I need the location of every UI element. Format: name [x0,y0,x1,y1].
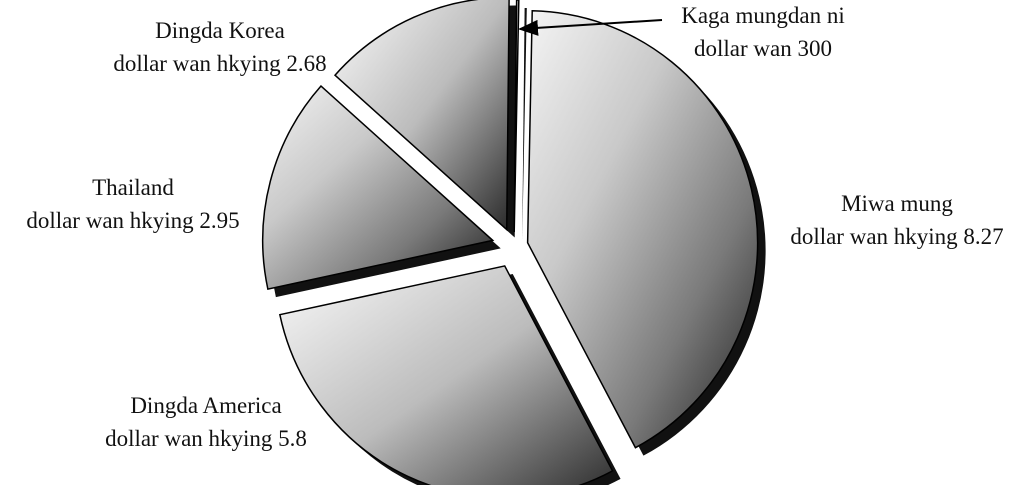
pie-slice-kaga-mungdan-ni [513,0,520,233]
pie-slice-miwa-mung [526,10,759,449]
slice-label: Dingda America [130,393,281,418]
leader-arrow [518,19,663,36]
slice-value-label: dollar wan hkying 2.95 [26,208,239,233]
slice-value-label: dollar wan hkying 5.8 [105,426,307,451]
pie-slice-dingda-korea [333,0,510,232]
slice-value-label: dollar wan 300 [694,36,832,61]
pie-slice-thailand [261,84,495,291]
slice-label: Miwa mung [841,191,953,216]
slice-label: Kaga mungdan ni [681,3,845,28]
slice-label: Dingda Korea [155,18,285,43]
pie-slice-shadow [522,8,527,241]
slice-label: Thailand [92,175,174,200]
slice-value-label: dollar wan hkying 2.68 [113,51,326,76]
slice-value-label: dollar wan hkying 8.27 [790,224,1003,249]
pie-slice-dingda-america [278,265,614,485]
